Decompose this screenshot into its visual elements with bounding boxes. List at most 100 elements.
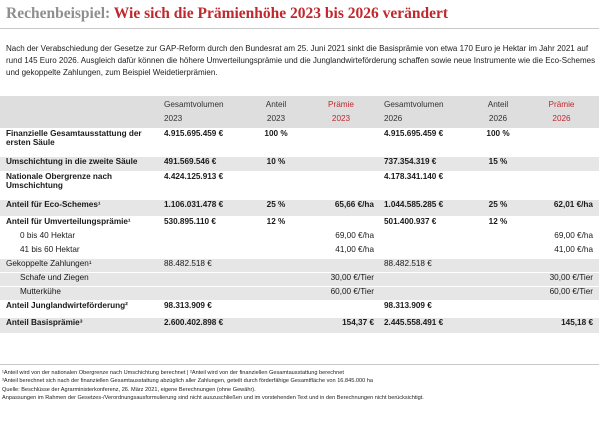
- table-row: Anteil für Eco-Schemes¹ 1.106.031.478 € …: [0, 199, 599, 216]
- cell-premium-2023: 30,00 €/Tier: [330, 272, 374, 282]
- cell-volume-2023: 2.600.402.898 €: [164, 317, 224, 327]
- row-label: Umschichtung in die zweite Säule: [6, 156, 138, 166]
- table-row: Gekoppelte Zahlungen¹ 88.482.518 € 88.48…: [0, 258, 599, 272]
- cell-premium-2023: [302, 156, 380, 171]
- cell-premium-2026: 30,00 €/Tier: [549, 272, 593, 282]
- cell-premium-2026: 69,00 €/ha: [554, 230, 593, 240]
- row-label: Schafe und Ziegen: [20, 272, 89, 282]
- cell-premium-2023: [302, 258, 380, 272]
- table-row: Anteil Junglandwirteförderung² 98.313.90…: [0, 300, 599, 317]
- table-row: Finanzielle Gesamtausstattung der ersten…: [0, 128, 599, 156]
- cell-volume-2026: 4.178.341.140 €: [384, 171, 444, 181]
- header-premium-2023: Prämie 2023: [328, 100, 354, 123]
- cell-volume-2026: 501.400.937 €: [384, 216, 437, 226]
- cell-premium-2026: [524, 216, 599, 230]
- footnote-divider: [0, 364, 599, 365]
- row-label: Anteil Junglandwirteförderung²: [6, 300, 128, 310]
- cell-share-2026: 15 %: [488, 156, 508, 166]
- cell-share-2026: [472, 317, 524, 333]
- header-premium-2026: Prämie 2026: [548, 100, 575, 123]
- cell-volume-2026: [380, 244, 472, 258]
- cell-premium-2026: 145,18 €: [561, 317, 593, 327]
- cell-premium-2023: [302, 171, 380, 199]
- cell-share-2023: [250, 272, 302, 286]
- cell-share-2023: [250, 244, 302, 258]
- cell-share-2023: 12 %: [266, 216, 286, 226]
- table-row: Anteil für Umverteilungsprämie¹ 530.895.…: [0, 216, 599, 230]
- cell-volume-2023: 491.569.546 €: [164, 156, 217, 166]
- disclaimer-note: Anpassungen im Rahmen der Gesetzes-/Vero…: [2, 395, 424, 402]
- footnote-3: ³Anteil berechnet sich nach der finanzie…: [2, 378, 373, 385]
- row-label: Mutterkühe: [20, 286, 61, 296]
- cell-volume-2023: [160, 244, 250, 258]
- cell-volume-2026: [380, 286, 472, 300]
- header-share-2023: Anteil 2023: [265, 100, 287, 123]
- cell-share-2026: [472, 286, 524, 300]
- cell-share-2023: 100 %: [264, 128, 288, 138]
- cell-share-2023: [250, 317, 302, 333]
- cell-volume-2023: 4.915.695.459 €: [164, 128, 224, 138]
- cell-volume-2026: 98.313.909 €: [384, 300, 432, 310]
- cell-volume-2026: 88.482.518 €: [384, 258, 432, 268]
- cell-premium-2026: [524, 300, 599, 317]
- cell-share-2023: 25 %: [266, 199, 286, 209]
- cell-volume-2026: [380, 230, 472, 244]
- row-label: Nationale Obergrenze nach Umschichtung: [6, 171, 113, 190]
- title-divider: [0, 28, 599, 29]
- cell-premium-2023: 60,00 €/Tier: [330, 286, 374, 296]
- cell-premium-2023: [302, 216, 380, 230]
- cell-share-2026: [472, 171, 524, 199]
- table-row: Umschichtung in die zweite Säule 491.569…: [0, 156, 599, 171]
- row-label: Anteil für Eco-Schemes¹: [6, 199, 101, 209]
- header-share-2026: Anteil 2026: [487, 100, 509, 123]
- cell-share-2026: [472, 258, 524, 272]
- cell-premium-2023: 41,00 €/ha: [335, 244, 374, 254]
- cell-volume-2023: 98.313.909 €: [164, 300, 212, 310]
- cell-premium-2026: 62,01 €/ha: [553, 199, 593, 209]
- intro-paragraph: Nach der Verabschiedung der Gesetze zur …: [6, 44, 596, 77]
- table-row: Anteil Basisprämie³ 2.600.402.898 € 154,…: [0, 317, 599, 333]
- cell-volume-2023: [160, 230, 250, 244]
- cell-share-2023: 10 %: [266, 156, 286, 166]
- row-label: Gekoppelte Zahlungen¹: [6, 258, 92, 268]
- cell-volume-2023: [160, 286, 250, 300]
- header-volume-2026: Gesamtvolumen 2026: [384, 100, 444, 123]
- cell-premium-2026: [524, 128, 599, 156]
- row-label: Anteil für Umverteilungsprämie¹: [6, 216, 131, 226]
- cell-share-2026: [472, 300, 524, 317]
- table-row: Nationale Obergrenze nach Umschichtung 4…: [0, 171, 599, 199]
- cell-premium-2023: [302, 300, 380, 317]
- row-label: Anteil Basisprämie³: [6, 317, 83, 327]
- cell-share-2023: [250, 286, 302, 300]
- cell-premium-2026: 60,00 €/Tier: [549, 286, 593, 296]
- cell-volume-2023: 88.482.518 €: [164, 258, 212, 268]
- cell-premium-2023: [302, 128, 380, 156]
- cell-volume-2026: 737.354.319 €: [384, 156, 437, 166]
- cell-premium-2023: 69,00 €/ha: [335, 230, 374, 240]
- figure-title: Rechenbeispiel: Wie sich die Prämienhöhe…: [6, 5, 448, 23]
- cell-volume-2023: 530.895.110 €: [164, 216, 216, 226]
- cell-premium-2026: [524, 258, 599, 272]
- cell-volume-2026: 1.044.585.285 €: [384, 199, 444, 209]
- cell-share-2026: [472, 230, 524, 244]
- table-row: Mutterkühe 60,00 €/Tier 60,00 €/Tier: [0, 286, 599, 300]
- cell-share-2026: [472, 272, 524, 286]
- footnote-1-2: ¹Anteil wird von der nationalen Obergren…: [2, 370, 344, 376]
- table-header-row: Gesamtvolumen 2023 Anteil 2023 Prämie 2023 …: [0, 96, 599, 128]
- cell-premium-2023: 154,37 €: [342, 317, 374, 327]
- footnotes: ¹Anteil wird von der nationalen Obergren…: [2, 369, 597, 403]
- table-row: 0 bis 40 Hektar 69,00 €/ha 69,00 €/ha: [0, 230, 599, 244]
- cell-premium-2023: 65,66 €/ha: [334, 199, 374, 209]
- cell-volume-2026: 2.445.558.491 €: [384, 317, 444, 327]
- cell-share-2026: 25 %: [488, 199, 508, 209]
- cell-share-2023: [250, 171, 302, 199]
- cell-volume-2026: 4.915.695.459 €: [384, 128, 444, 138]
- premium-table: Gesamtvolumen 2023 Anteil 2023 Prämie 2023 …: [0, 96, 599, 333]
- table-row: 41 bis 60 Hektar 41,00 €/ha 41,00 €/ha: [0, 244, 599, 258]
- cell-volume-2023: 4.424.125.913 €: [164, 171, 224, 181]
- cell-premium-2026: [524, 171, 599, 199]
- header-label-col: [0, 96, 160, 128]
- source-note: Quelle: Beschlüsse der Agrarministerkonf…: [2, 386, 256, 393]
- cell-premium-2026: 41,00 €/ha: [554, 244, 593, 254]
